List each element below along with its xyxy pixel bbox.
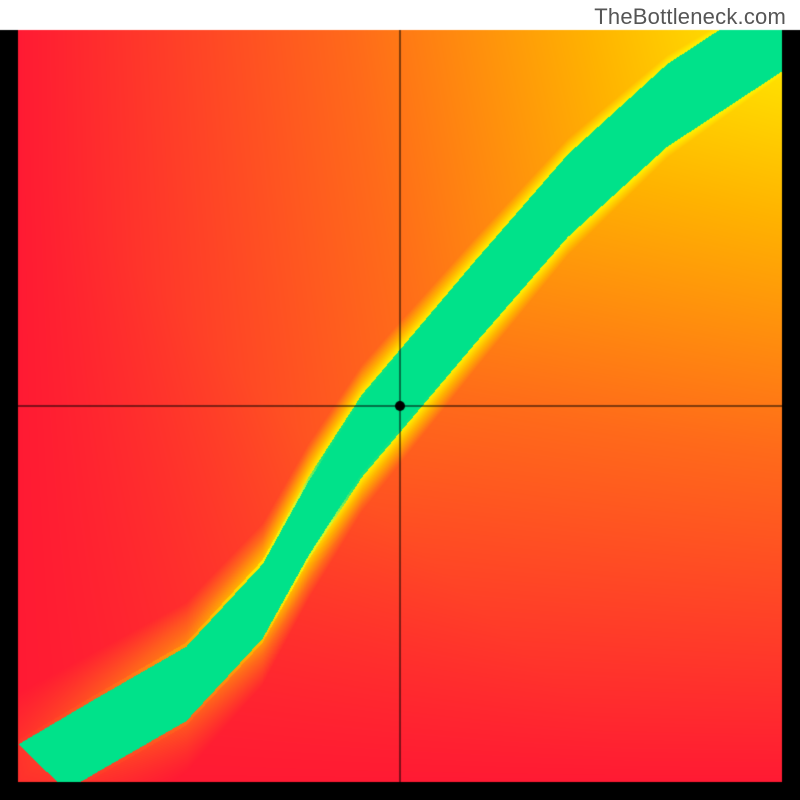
chart-container: TheBottleneck.com bbox=[0, 0, 800, 800]
heatmap-canvas bbox=[0, 0, 800, 800]
watermark-text: TheBottleneck.com bbox=[594, 4, 786, 30]
